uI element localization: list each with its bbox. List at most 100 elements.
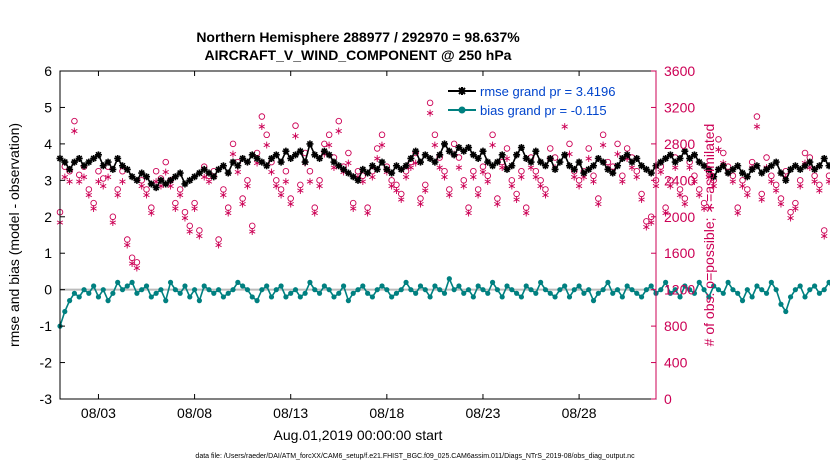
- bias-point: [86, 290, 92, 296]
- possible-obs-point: [667, 177, 674, 184]
- assimilated-obs-point: ∗: [315, 180, 324, 192]
- rmse-point: [335, 162, 343, 170]
- assimilated-obs-point: ∗: [796, 180, 805, 192]
- bias-point: [398, 287, 404, 293]
- assimilated-obs-point: ∗: [286, 199, 295, 211]
- bias-point: [134, 290, 140, 296]
- bias-point: [797, 283, 803, 289]
- possible-obs-point: [503, 145, 511, 152]
- assimilated-obs-point: ∗: [786, 212, 795, 224]
- possible-obs-point: [277, 186, 285, 193]
- assimilated-obs-point: ∗: [118, 176, 127, 188]
- rmse-point: [484, 158, 492, 166]
- possible-obs-point: [349, 199, 357, 207]
- y-left-tick-label: 3: [44, 172, 52, 188]
- bias-point: [802, 294, 808, 300]
- assimilated-obs-point: ∗: [570, 171, 579, 183]
- possible-obs-point: [75, 171, 83, 179]
- bias-point: [562, 283, 568, 289]
- possible-obs-point: [186, 222, 194, 230]
- possible-obs-point: [229, 140, 237, 148]
- rmse-point: [388, 169, 396, 177]
- rmse-point: [344, 169, 352, 177]
- possible-obs-point: [691, 172, 698, 180]
- rmse-point: [412, 147, 420, 155]
- possible-obs-point: [614, 140, 621, 148]
- possible-obs-point: [638, 190, 645, 198]
- bias-point: [610, 290, 616, 296]
- rmse-point: [239, 154, 247, 162]
- assimilated-obs-point: ∗: [276, 190, 285, 202]
- rmse-point: [99, 162, 107, 170]
- possible-obs-point: [292, 122, 299, 129]
- assimilated-obs-point: ∗: [502, 153, 511, 165]
- assimilated-obs-point: ∗: [291, 130, 300, 142]
- rmse-point: [330, 158, 338, 166]
- assimilated-obs-point: ∗: [430, 139, 439, 151]
- bias-point: [302, 290, 308, 296]
- bias-point: [759, 287, 765, 293]
- rmse-point: [739, 169, 747, 177]
- rmse-point: [167, 176, 175, 184]
- assimilated-obs-point: ∗: [531, 171, 540, 183]
- rmse-point: [787, 165, 795, 173]
- possible-obs-point: [282, 167, 290, 175]
- possible-obs-point: [335, 117, 343, 125]
- y-left-tick-label: -2: [40, 355, 53, 371]
- possible-obs-point: [263, 131, 270, 139]
- y-left-tick-label: 5: [44, 99, 52, 115]
- legend-box: [446, 80, 648, 120]
- rmse-point: [517, 144, 525, 152]
- rmse-point: [306, 140, 314, 148]
- rmse-point: [791, 162, 799, 170]
- bias-point: [465, 287, 472, 293]
- possible-obs-point: [258, 113, 266, 120]
- y-right-tick-label: 3600: [664, 63, 695, 79]
- rmse-point: [729, 165, 737, 173]
- assimilated-obs-point: ∗: [522, 208, 531, 220]
- bias-point: [720, 290, 726, 296]
- rmse-point: [724, 169, 732, 177]
- assimilated-obs-point: ∗: [661, 208, 670, 220]
- bias-point: [614, 287, 621, 293]
- rmse-point: [503, 165, 511, 173]
- possible-obs-point: [446, 186, 453, 193]
- bias-point: [292, 287, 299, 293]
- bias-point: [763, 290, 770, 296]
- assimilated-obs-point: ∗: [79, 171, 88, 183]
- possible-obs-point: [176, 186, 184, 193]
- rmse-point: [580, 169, 588, 177]
- possible-obs-point: [148, 204, 155, 211]
- assimilated-obs-point: ∗: [243, 180, 252, 192]
- x-tick-label: 08/13: [273, 405, 308, 421]
- rmse-point: [368, 162, 376, 170]
- bias-point: [225, 290, 231, 296]
- bias-point: [273, 287, 279, 293]
- bias-point: [538, 279, 544, 285]
- assimilated-obs-point: ∗: [435, 162, 444, 174]
- assimilated-obs-point: ∗: [478, 167, 487, 179]
- rmse-point: [104, 158, 112, 166]
- assimilated-obs-point: ∗: [690, 176, 699, 188]
- rmse-point: [825, 162, 830, 170]
- possible-obs-point: [273, 177, 280, 184]
- rmse-point: [301, 158, 309, 166]
- assimilated-obs-point: ∗: [166, 180, 175, 192]
- assimilated-obs-point: ∗: [589, 176, 598, 188]
- rmse-point: [676, 154, 684, 162]
- assimilated-obs-point: ∗: [252, 158, 261, 170]
- rmse-point: [421, 151, 429, 159]
- assimilated-obs-point: ∗: [113, 190, 122, 202]
- possible-obs-point: [816, 181, 823, 189]
- possible-obs-point: [373, 145, 381, 152]
- bias-point: [254, 298, 260, 304]
- possible-obs-point: [792, 199, 799, 207]
- rmse-point: [455, 144, 463, 152]
- rmse-point: [373, 165, 381, 173]
- possible-obs-point: [220, 186, 227, 193]
- possible-obs-point: [465, 204, 472, 211]
- rmse-point: [782, 176, 790, 184]
- rmse-point: [378, 158, 386, 166]
- bias-point: [355, 287, 361, 293]
- y-right-tick-label: 1200: [664, 282, 695, 298]
